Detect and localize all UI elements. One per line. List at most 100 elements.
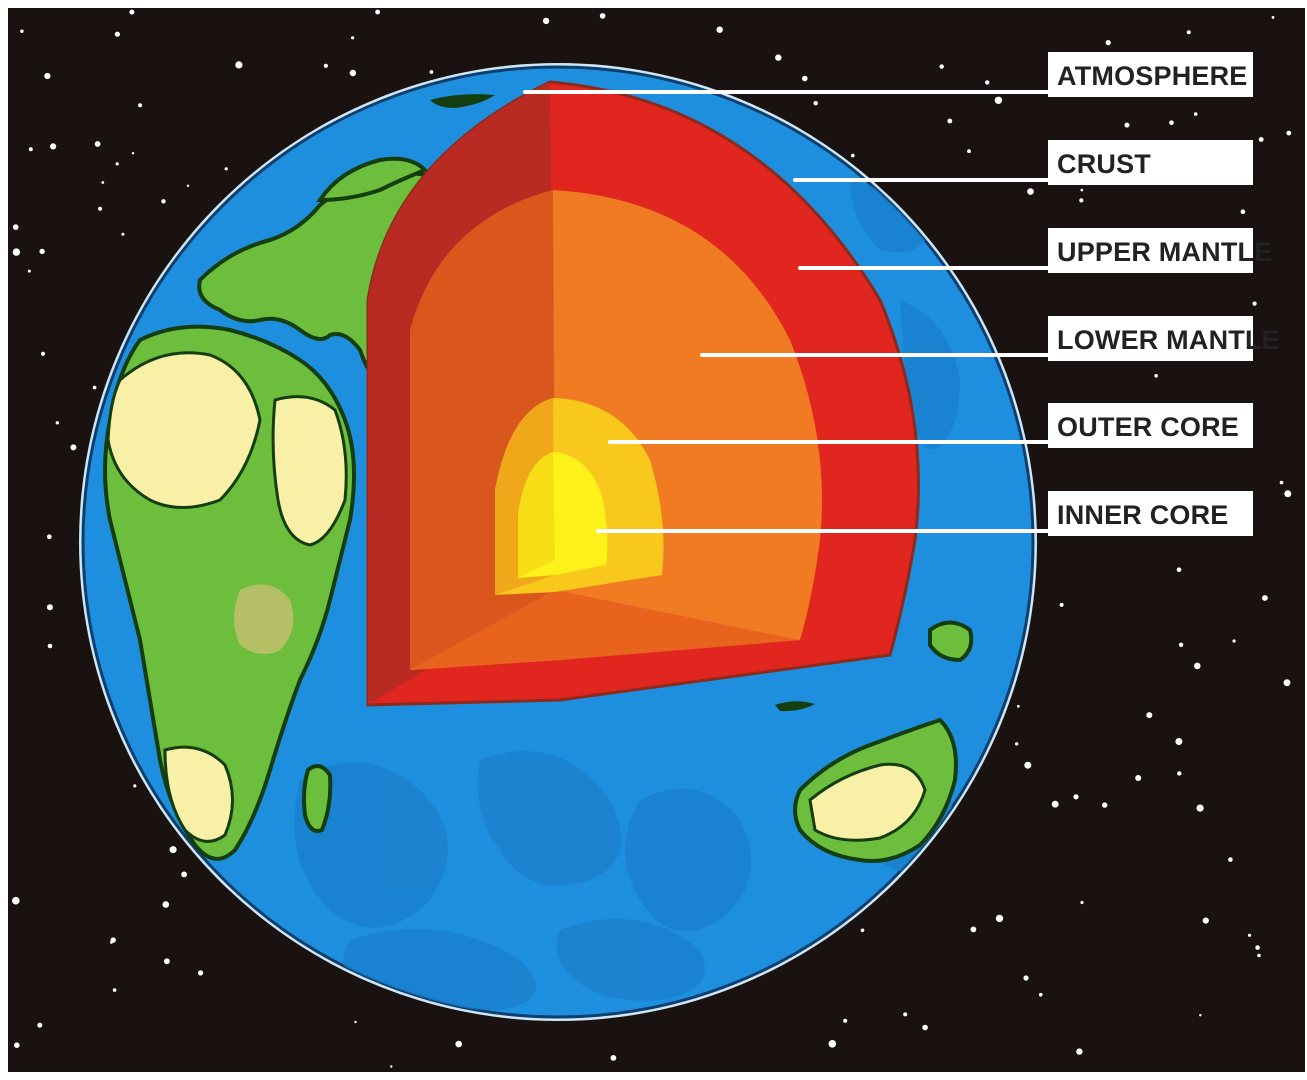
star (186, 184, 190, 187)
star (98, 206, 103, 211)
star (813, 101, 818, 106)
star (110, 941, 113, 944)
star (20, 29, 24, 33)
star (55, 421, 59, 425)
star (1240, 209, 1246, 214)
label-crust: CRUST (1048, 140, 1253, 185)
land-small-island (775, 701, 815, 712)
label-lower-mantle-text: LOWER MANTLE (1057, 325, 1280, 355)
star (70, 444, 77, 451)
earth-cutaway (366, 80, 920, 707)
star (1059, 602, 1064, 607)
star (27, 269, 31, 273)
layer-mantle-floor (410, 590, 800, 670)
star (323, 63, 328, 68)
land-australia-desert (808, 762, 927, 842)
star (46, 604, 53, 611)
star (1102, 802, 1108, 808)
star (1258, 137, 1264, 142)
star (922, 1024, 928, 1031)
star (161, 199, 166, 204)
star (169, 846, 177, 854)
star (1023, 975, 1029, 981)
star (1146, 712, 1153, 719)
star (1255, 945, 1260, 950)
star (224, 167, 228, 171)
label-upper-mantle-text: UPPER MANTLE (1057, 237, 1272, 267)
star (40, 351, 46, 356)
label-inner-core: INNER CORE (1048, 491, 1253, 536)
star (1080, 188, 1084, 192)
star (131, 152, 135, 155)
star (970, 926, 977, 933)
star (1279, 480, 1284, 485)
land-south-africa (163, 745, 234, 843)
star (1051, 800, 1059, 808)
star (1232, 639, 1236, 643)
star (1286, 130, 1292, 136)
star (12, 248, 21, 256)
star (1024, 761, 1032, 769)
star (1283, 679, 1291, 687)
star (50, 143, 57, 150)
star-field (12, 9, 1292, 1068)
star (903, 1012, 908, 1017)
star (12, 224, 19, 230)
star (112, 988, 117, 992)
star (375, 9, 380, 15)
star (1175, 738, 1183, 745)
label-crust-text: CRUST (1057, 149, 1151, 179)
star (198, 970, 204, 976)
star (46, 534, 52, 540)
star (1073, 794, 1079, 800)
star (947, 118, 953, 124)
earth-globe (79, 63, 1037, 1021)
land-arabia (271, 395, 348, 547)
star (1186, 30, 1191, 35)
star (1252, 301, 1257, 306)
star (94, 141, 101, 147)
star (802, 75, 808, 82)
star (1016, 704, 1020, 708)
star (92, 385, 97, 390)
label-atmosphere-text: ATMOSPHERE (1057, 61, 1248, 91)
star (610, 1055, 617, 1061)
star (716, 26, 723, 33)
land-scandinavia (316, 156, 429, 203)
land-africa-highlands (234, 584, 294, 654)
leader-lines (523, 90, 1050, 533)
star (121, 232, 125, 236)
star (1178, 642, 1184, 647)
star (1177, 771, 1182, 776)
star (995, 914, 1004, 923)
star (44, 72, 51, 80)
star (1079, 198, 1084, 203)
label-upper-mantle: UPPER MANTLE (1048, 228, 1272, 273)
star (1284, 490, 1292, 498)
star (349, 69, 357, 77)
star (1105, 40, 1111, 46)
star (13, 1042, 20, 1048)
star (1247, 933, 1252, 937)
globe-surface (103, 94, 974, 1010)
land-new-guinea (928, 620, 974, 663)
land-madagascar (302, 764, 333, 833)
star (429, 70, 434, 74)
star (843, 1018, 848, 1023)
star (1228, 857, 1233, 862)
star (12, 896, 20, 905)
star (1154, 374, 1158, 378)
star (860, 928, 865, 933)
star (1135, 775, 1142, 781)
star (1038, 992, 1043, 997)
star (1169, 120, 1174, 125)
star (164, 958, 170, 965)
star (939, 64, 944, 69)
star (1076, 1048, 1083, 1055)
star (1199, 1014, 1202, 1017)
label-atmosphere: ATMOSPHERE (1048, 52, 1253, 97)
star (1080, 900, 1084, 905)
star (39, 248, 45, 255)
star (542, 17, 550, 25)
